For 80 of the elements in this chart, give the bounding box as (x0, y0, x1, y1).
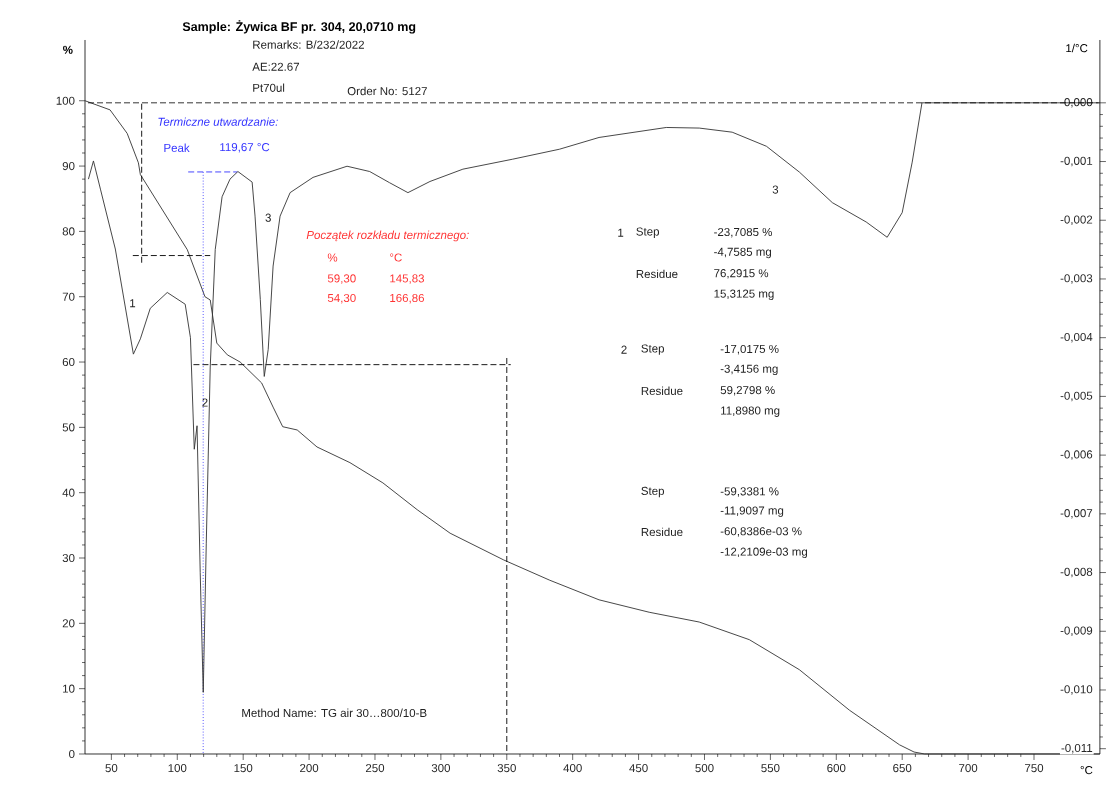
annotation: 1 (618, 228, 624, 237)
y-tick-label: 40 (62, 488, 75, 497)
annotation: Residue (641, 527, 683, 537)
x-tick-label: 400 (563, 764, 582, 773)
x-tick-label: 450 (629, 764, 648, 773)
annotation: 2 (202, 398, 208, 407)
y2-tick-label: -0,009 (1060, 626, 1093, 637)
x-tick-label: 550 (761, 764, 780, 773)
x-tick-label: 700 (959, 764, 978, 773)
x-tick-label: 50 (105, 764, 118, 773)
annotation: AE:22.67 (252, 62, 300, 71)
annotation: 145,83 (390, 274, 425, 284)
annotation: % (327, 253, 338, 262)
y-tick-label: 70 (62, 292, 75, 301)
annotation: -59,3381 % (720, 487, 779, 497)
annotation: Step (641, 486, 665, 498)
y-tick-label: 90 (62, 161, 75, 171)
annotation: 76,2915 % (714, 269, 769, 279)
annotation: 15,3125 mg (714, 289, 774, 300)
x-tick-label: 600 (827, 764, 846, 773)
y2-tick-label: -0,007 (1060, 509, 1093, 519)
annotation: Step (641, 344, 665, 355)
annotation: 2 (621, 345, 627, 354)
y2-tick-label: -0,002 (1060, 215, 1093, 225)
y2-tick-label: -0,006 (1060, 450, 1093, 460)
annotation: 3 (772, 185, 779, 194)
annotation: 11,8980 mg (721, 406, 780, 417)
x-tick-label: 350 (497, 764, 516, 773)
annotation: Peak (164, 143, 190, 152)
y2-tick-label: -0,010 (1060, 685, 1093, 695)
annotation: Remarks: B/232/2022 (253, 40, 364, 49)
annotation: -23,7085 % (714, 227, 772, 238)
y-tick-label: 60 (62, 357, 75, 367)
y-tick-label: 10 (63, 684, 75, 693)
y2-tick-label: -0,003 (1060, 274, 1093, 284)
y2-tick-label: -0,008 (1060, 567, 1093, 578)
annotation: Step (636, 227, 660, 238)
annotation: 3 (265, 213, 271, 222)
annotation: 59,30 (327, 274, 356, 284)
annotation: Residue (636, 269, 678, 279)
annotation: 166,86 (390, 293, 425, 304)
annotation: -3,4156 mg (720, 364, 778, 376)
y-tick-label: 0 (69, 749, 75, 759)
x-tick-label: 500 (695, 764, 714, 773)
x-tick-label: 750 (1025, 764, 1044, 773)
y-tick-label: 20 (62, 619, 75, 628)
annotation: Residue (641, 386, 683, 395)
x-tick-label: 150 (234, 764, 253, 773)
annotation: 1 (130, 299, 136, 308)
x-axis-title: °C (1080, 766, 1093, 775)
annotation: Pt70ul (253, 83, 285, 92)
x-tick-label: 100 (168, 764, 187, 773)
y-tick-label: 100 (56, 96, 75, 105)
x-tick-label: 300 (431, 764, 451, 773)
annotation: -11,9097 mg (720, 506, 784, 517)
annotation: Termiczne utwardzanie: (158, 117, 278, 126)
annotation: -60,8386e-03 % (720, 527, 802, 537)
y-tick-label: 80 (62, 227, 75, 236)
annotation: -17,0175 % (720, 344, 779, 355)
x-tick-label: 650 (893, 764, 912, 773)
annotation: °C (390, 253, 402, 262)
annotation: -4,7585 mg (714, 247, 772, 259)
y2-tick-label: -0,004 (1060, 332, 1093, 343)
annotation: 54,30 (327, 293, 356, 304)
y2-tick-label: -0,005 (1060, 391, 1093, 402)
x-tick-label: 250 (365, 764, 385, 773)
annotation: 59,2798 % (720, 386, 775, 396)
annotation: 119,67 °C (220, 143, 270, 153)
y2-axis-title: 1/°C (1066, 43, 1088, 53)
annotation: -12,2109e-03 mg (720, 547, 807, 558)
annotation: Order No: 5127 (347, 86, 427, 96)
y2-tick-label: -0,001 (1060, 156, 1093, 167)
x-tick-label: 200 (300, 764, 319, 773)
y2-tick-label: -0,011 (1061, 743, 1093, 754)
y-tick-label: 50 (62, 423, 75, 432)
annotation: Method Name: TG air 30…800/10-B (242, 708, 427, 718)
annotation: Początek rozkładu termicznego: (306, 230, 469, 242)
y-axis-title: % (63, 45, 73, 54)
chart-title: Sample: Żywica BF pr. 304, 20,0710 mg (182, 20, 416, 34)
y-tick-label: 30 (62, 553, 75, 563)
